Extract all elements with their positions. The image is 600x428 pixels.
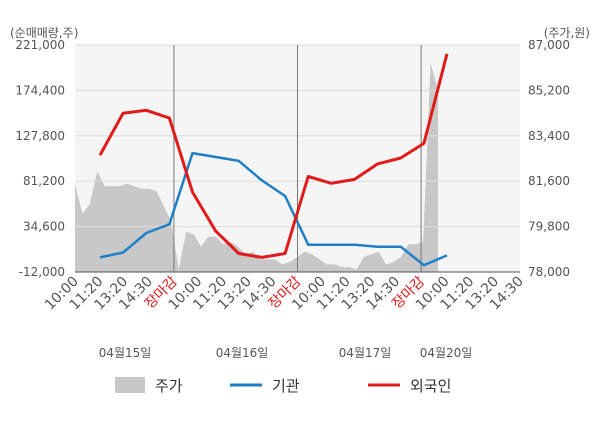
left-tick-label: 81,200	[23, 174, 65, 188]
date-labels: 04월15일 04월16일 04월17일 04월20일	[99, 346, 473, 360]
legend-label-institution: 기관	[272, 377, 300, 395]
price-area	[75, 62, 438, 273]
date-label: 04월17일	[339, 346, 392, 360]
right-tick-label: 78,000	[528, 265, 570, 279]
grid-layer	[75, 44, 520, 273]
legend-label-foreign: 외국인	[410, 377, 451, 395]
right-axis-unit: (주가,원)	[544, 26, 590, 40]
legend: 주가 기관 외국인	[115, 377, 451, 395]
date-label: 04월16일	[216, 346, 269, 360]
price-area-layer	[75, 62, 438, 273]
left-axis-unit: (순매매량,주)	[10, 26, 78, 40]
series-line-foreign	[98, 53, 449, 259]
x-axis: 10:0011:2013:2014:30장마감10:0011:2013:2014…	[42, 273, 527, 313]
right-axis: 87,000 85,200 83,400 81,600 79,800 78,000	[528, 38, 570, 279]
left-tick-label: -12,000	[19, 265, 65, 279]
left-tick-label: 127,800	[15, 129, 65, 143]
series-line-institution	[99, 151, 448, 267]
right-tick-label: 87,000	[528, 38, 570, 52]
legend-swatch-price	[115, 377, 145, 393]
right-tick-label: 85,200	[528, 83, 570, 97]
left-axis: 221,000 174,400 127,800 81,200 34,600 -12,000	[15, 38, 65, 279]
right-tick-label: 79,800	[528, 220, 570, 234]
date-label: 04월20일	[420, 346, 473, 360]
legend-label-price: 주가	[155, 377, 183, 395]
left-tick-label: 174,400	[15, 83, 65, 97]
right-tick-label: 83,400	[528, 129, 570, 143]
date-label: 04월15일	[99, 346, 152, 360]
left-tick-label: 34,600	[23, 220, 65, 234]
series-lines-layer	[98, 53, 449, 267]
left-tick-label: 221,000	[15, 38, 65, 52]
right-tick-label: 81,600	[528, 174, 570, 188]
